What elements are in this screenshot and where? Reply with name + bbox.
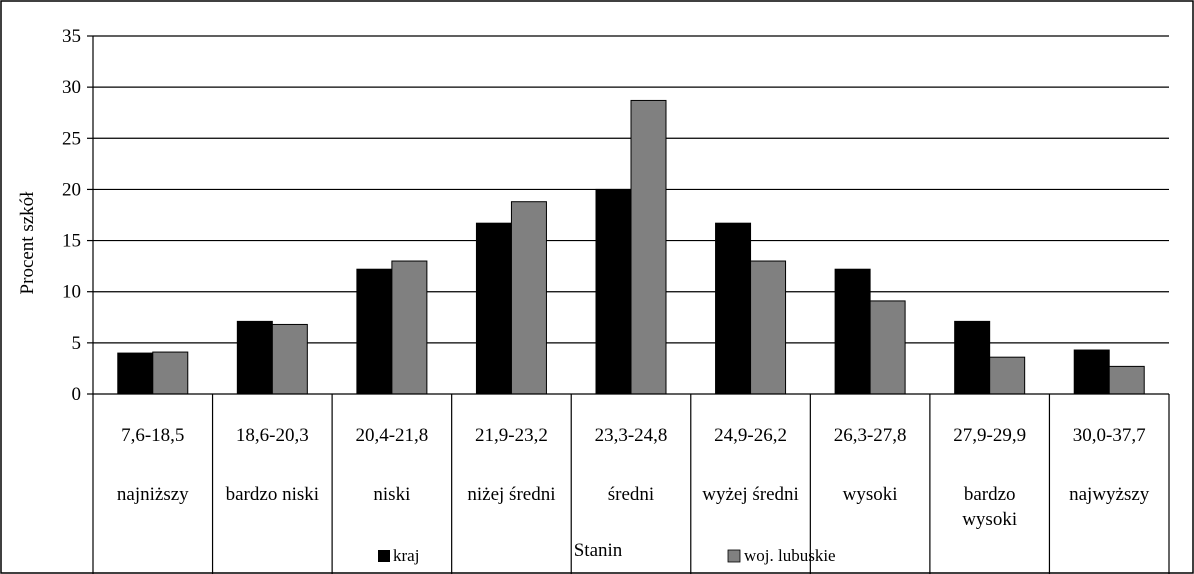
bar-kraj: [834, 268, 871, 395]
category-range-label: 18,6-20,3: [236, 425, 309, 446]
category-name-label: wyżej średni: [702, 484, 799, 505]
legend-label-lubuskie: woj. lubuskie: [744, 546, 836, 565]
category-name-label: wysoki: [843, 484, 898, 505]
y-tick-label: 15: [62, 231, 81, 252]
category-name-label: średni: [608, 484, 654, 505]
bar-lubuskie: [391, 260, 428, 395]
legend-label-kraj: kraj: [393, 546, 419, 565]
bar-kraj: [236, 320, 273, 395]
category-name-label: bardzo niski: [226, 484, 319, 505]
category-labels: 7,6-18,5 najniższy 18,6-20,3 bardzo niski 20…: [117, 425, 1150, 530]
y-tick-label: 10: [62, 282, 81, 303]
y-tick-label: 30: [62, 77, 81, 98]
category-name-label: niżej średni: [467, 484, 555, 505]
bar-lubuskie: [152, 351, 189, 395]
category-range-label: 7,6-18,5: [121, 425, 184, 446]
bar-lubuskie: [869, 300, 906, 395]
bar-kraj: [715, 222, 752, 395]
bar-lubuskie: [271, 323, 308, 395]
bar-lubuskie: [510, 201, 547, 395]
category-name-label: niski: [373, 484, 410, 505]
category-name-label: najniższy: [117, 484, 189, 505]
y-tick-label: 25: [62, 128, 81, 149]
bar-kraj: [117, 352, 154, 395]
y-axis-ticks: 0 5 10 15 20 25 30 35: [62, 26, 93, 405]
category-range-label: 20,4-21,8: [355, 425, 428, 446]
bar-lubuskie: [1108, 365, 1145, 395]
bar-lubuskie: [630, 99, 667, 395]
category-range-label: 21,9-23,2: [475, 425, 548, 446]
axes: [92, 36, 1170, 574]
category-name-label: wysoki: [962, 509, 1017, 530]
category-range-label: 27,9-29,9: [953, 425, 1026, 446]
legend: kraj woj. lubuskie: [378, 546, 836, 565]
category-name-label: bardzo: [964, 484, 1016, 505]
category-range-label: 24,9-26,2: [714, 425, 787, 446]
category-range-label: 23,3-24,8: [595, 425, 668, 446]
bar-kraj: [475, 222, 512, 395]
bar-kraj: [356, 268, 393, 395]
bar-lubuskie: [750, 260, 787, 395]
category-range-label: 30,0-37,7: [1073, 425, 1146, 446]
y-axis-label: Procent szkół: [17, 191, 38, 295]
bar-kraj: [1073, 349, 1110, 395]
y-tick-label: 5: [72, 333, 82, 354]
bar-kraj: [595, 188, 632, 395]
category-name-label: najwyższy: [1069, 484, 1150, 505]
category-range-label: 26,3-27,8: [834, 425, 907, 446]
bars: [117, 99, 1145, 395]
x-axis-label: Stanin: [574, 540, 623, 561]
y-tick-label: 35: [62, 26, 81, 47]
bar-lubuskie: [989, 356, 1026, 395]
legend-swatch-kraj: [378, 550, 390, 562]
bar-kraj: [954, 320, 991, 395]
y-tick-label: 20: [62, 179, 81, 200]
y-tick-label: 0: [72, 384, 82, 405]
legend-swatch-lubuskie: [727, 549, 741, 563]
